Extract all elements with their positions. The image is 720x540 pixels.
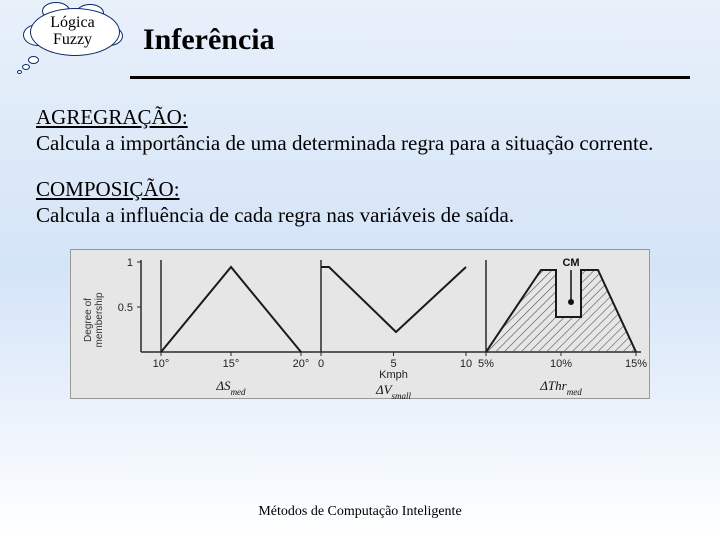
svg-text:1: 1: [127, 257, 133, 269]
cloud-label: LógicaFuzzy: [20, 14, 125, 48]
footer-text: Métodos de Computação Inteligente: [0, 504, 720, 520]
thought-cloud: LógicaFuzzy: [20, 8, 125, 72]
svg-text:ΔThrmed: ΔThrmed: [539, 378, 582, 397]
section-body-2: Calcula a influência de cada regra nas v…: [36, 203, 684, 227]
svg-text:10%: 10%: [550, 358, 572, 370]
section-heading-1: AGREGRAÇÃO:: [36, 105, 684, 130]
svg-text:Kmph: Kmph: [379, 369, 408, 381]
svg-text:10: 10: [460, 358, 472, 370]
svg-text:0.5: 0.5: [118, 302, 133, 314]
svg-text:5%: 5%: [478, 358, 494, 370]
svg-text:membership: membership: [94, 292, 105, 347]
svg-text:0: 0: [318, 358, 324, 370]
svg-text:15°: 15°: [223, 358, 240, 370]
svg-text:CM: CM: [562, 257, 579, 269]
svg-text:ΔVsmall: ΔVsmall: [375, 382, 412, 400]
svg-text:ΔSmed: ΔSmed: [215, 378, 246, 397]
page-title: Inferência: [143, 23, 275, 57]
section-body-1: Calcula a importância de uma determinada…: [36, 131, 684, 155]
svg-text:Degree of: Degree of: [83, 298, 94, 342]
svg-text:15%: 15%: [625, 358, 647, 370]
section-heading-2: COMPOSIÇÃO:: [36, 177, 684, 202]
svg-text:20°: 20°: [293, 358, 310, 370]
svg-text:10°: 10°: [153, 358, 170, 370]
fuzzy-diagram: Degree ofmembership10.510°15°20°ΔSmed051…: [70, 249, 650, 399]
